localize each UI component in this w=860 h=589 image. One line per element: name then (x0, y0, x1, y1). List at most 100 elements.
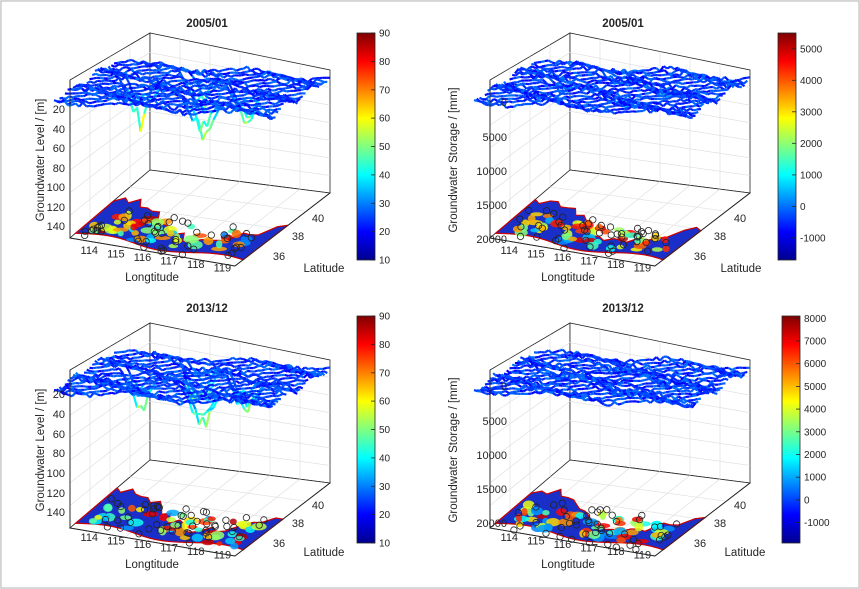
surface-segment (89, 80, 95, 85)
surface-segment (246, 369, 251, 373)
surface-segment (610, 87, 615, 91)
surface-segment (171, 374, 177, 378)
surface-segment (258, 371, 263, 376)
colorbar-tick-label: 70 (379, 85, 391, 96)
surface-segment (127, 374, 132, 377)
surface-segment (89, 77, 94, 81)
surface-segment (682, 362, 688, 368)
surface-segment (141, 386, 147, 391)
surface-segment (560, 355, 565, 359)
surface-segment (170, 66, 175, 69)
surface-segment (227, 367, 233, 372)
surface-segment (499, 91, 504, 95)
colorbar-tick-label: 30 (379, 482, 391, 493)
surface-segment (265, 90, 270, 94)
surface-segment (192, 104, 197, 108)
surface-segment (164, 387, 169, 391)
colorbar-tick-label: 50 (379, 142, 391, 153)
surface-segment (563, 353, 568, 357)
surface-segment (268, 367, 273, 371)
surface-segment (561, 359, 566, 362)
surface-segment (228, 356, 234, 361)
surface-segment (177, 379, 182, 384)
surface-segment (522, 94, 527, 98)
surface-segment (594, 67, 600, 74)
surface-segment (95, 72, 100, 77)
surface-segment (601, 70, 607, 78)
surface-segment (140, 379, 145, 382)
surface-segment (557, 65, 562, 69)
surface-segment (115, 380, 121, 385)
z-axis-label: Groundwater Level / [m] (35, 389, 47, 512)
surface-segment (67, 378, 72, 383)
surface-segment (533, 61, 538, 65)
surface-segment (242, 393, 248, 398)
surface-segment (170, 358, 176, 364)
surface-segment (304, 378, 309, 383)
surface-segment (715, 85, 721, 90)
surface-segment (221, 382, 226, 386)
surface-segment (255, 373, 261, 378)
station-marker (157, 247, 165, 255)
surface-segment (540, 97, 546, 103)
surface-segment (196, 79, 201, 84)
station-marker (224, 251, 232, 259)
surface-segment (203, 371, 208, 375)
surface-segment (569, 350, 575, 356)
surface-segment (724, 88, 729, 92)
surface-segment (232, 67, 237, 72)
surface-segment (627, 70, 632, 75)
station-marker (657, 531, 665, 540)
surface-segment (473, 99, 478, 102)
surface-segment (186, 86, 191, 90)
surface-segment (513, 103, 518, 108)
x-tick-label: 115 (107, 536, 125, 548)
surface-segment (571, 355, 576, 359)
surface-segment (643, 96, 648, 100)
surface-segment (178, 371, 183, 376)
surface-segment (137, 355, 142, 359)
surface-segment (162, 63, 167, 67)
surface-segment (599, 110, 604, 114)
surface-segment (124, 98, 130, 105)
colorbar-gradient (777, 32, 797, 261)
surface-segment (273, 387, 278, 391)
station-marker (168, 527, 176, 535)
station-marker (154, 502, 162, 510)
y-tick-label: 40 (312, 213, 324, 225)
surface-segment (245, 364, 250, 367)
surface-segment (517, 79, 522, 84)
surface-segment (262, 107, 268, 112)
surface-segment (548, 76, 554, 83)
station-marker (634, 539, 642, 548)
surface-segment (612, 91, 617, 95)
surface-segment (149, 362, 154, 365)
surface-segment (142, 61, 149, 67)
surface-segment (279, 392, 285, 397)
surface-segment (184, 78, 189, 82)
surface-segment (202, 410, 208, 416)
surface-segment (271, 364, 276, 368)
surface-segment (586, 80, 591, 84)
surface-segment (263, 74, 269, 79)
surface-segment (142, 388, 148, 393)
surface-segment (108, 381, 114, 387)
surface-segment (636, 76, 641, 80)
surface-segment (189, 81, 194, 85)
surface-segment (267, 363, 272, 367)
surface-segment (197, 374, 202, 378)
surface-segment (64, 392, 69, 396)
surface-segment (662, 102, 668, 108)
surface-segment (98, 84, 104, 90)
floor-map-patch (166, 517, 176, 523)
surface-segment (630, 69, 636, 73)
surface-segment (187, 70, 194, 77)
surface-segment (642, 84, 648, 90)
surface-segment (114, 63, 120, 68)
surface-segment (104, 93, 110, 98)
surface-segment (671, 106, 677, 112)
surface-segment (212, 363, 218, 369)
surface-segment (292, 376, 297, 380)
surface-segment (178, 384, 184, 389)
surface-segment (707, 91, 712, 96)
